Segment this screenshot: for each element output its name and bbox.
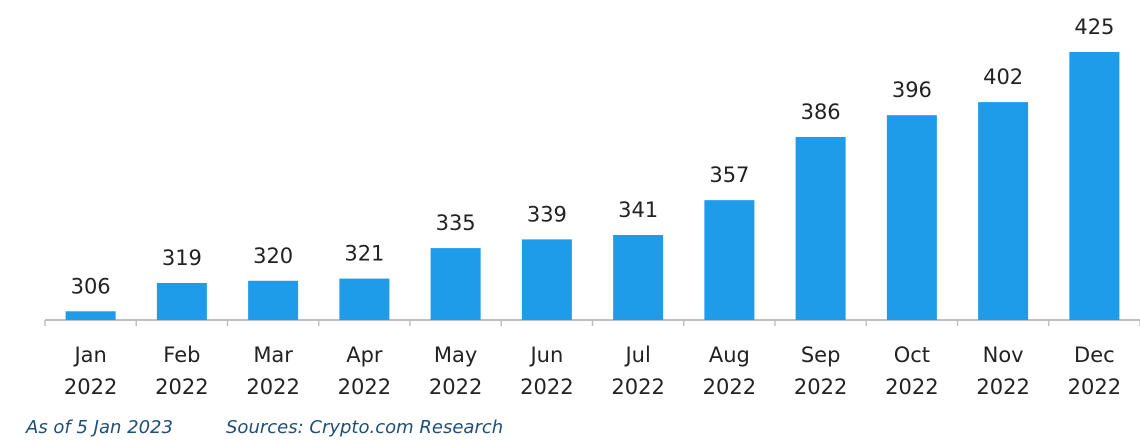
x-tick-label: Mar 2022 [246, 343, 299, 399]
data-label: 339 [527, 202, 567, 226]
x-tick-label: Jan 2022 [64, 343, 117, 399]
data-label: 357 [709, 163, 749, 187]
x-tick-label: Aug 2022 [703, 343, 756, 399]
bar [339, 278, 390, 320]
data-label: 320 [253, 244, 293, 268]
data-label: 341 [618, 198, 658, 222]
x-tick-year: 2022 [429, 375, 482, 399]
x-tick-year: 2022 [794, 375, 847, 399]
x-tick-month: Jul [623, 343, 650, 367]
x-tick-year: 2022 [1068, 375, 1121, 399]
bar [430, 248, 481, 320]
x-tick-year: 2022 [64, 375, 117, 399]
bar [248, 280, 299, 320]
bar [156, 282, 207, 320]
x-tick-year: 2022 [246, 375, 299, 399]
data-label: 319 [162, 246, 202, 270]
bar [886, 115, 937, 321]
x-tick-label: May 2022 [429, 343, 482, 399]
x-tick-year: 2022 [611, 375, 664, 399]
x-tick-month: May [434, 343, 477, 367]
x-tick-month: Jan [72, 343, 106, 367]
x-tick-year: 2022 [885, 375, 938, 399]
x-tick-label: Jul 2022 [611, 343, 664, 399]
x-tick-month: Nov [983, 343, 1024, 367]
x-tick-label: Oct 2022 [885, 343, 938, 399]
data-label: 386 [801, 100, 841, 124]
x-tick-month: Apr [346, 343, 383, 367]
data-label: 321 [344, 242, 384, 266]
x-tick-month: Feb [163, 343, 200, 367]
bar [1069, 52, 1120, 320]
x-tick-year: 2022 [703, 375, 756, 399]
x-tick-month: Oct [894, 343, 930, 367]
bar [613, 235, 664, 320]
x-tick-label: Jun 2022 [520, 343, 573, 399]
x-tick-year: 2022 [155, 375, 208, 399]
data-label: 396 [892, 78, 932, 102]
data-label: 335 [436, 211, 476, 235]
data-label: 402 [983, 65, 1023, 89]
x-tick-month: Aug [709, 343, 750, 367]
x-tick-month: Jun [528, 343, 563, 367]
x-tick-label: Dec 2022 [1068, 343, 1121, 399]
data-label: 425 [1074, 15, 1114, 39]
data-label: 306 [71, 274, 111, 298]
x-tick-month: Sep [801, 343, 841, 367]
x-tick-year: 2022 [976, 375, 1029, 399]
x-tick-month: Dec [1074, 343, 1115, 367]
x-tick-year: 2022 [338, 375, 391, 399]
bar [704, 200, 755, 320]
x-tick-year: 2022 [520, 375, 573, 399]
bar [521, 239, 572, 320]
as-of-note: As of 5 Jan 2023 [26, 417, 173, 438]
source-note: Sources: Crypto.com Research [226, 417, 504, 438]
x-tick-label: Sep 2022 [794, 343, 847, 399]
bar [795, 136, 846, 320]
x-tick-month: Mar [253, 343, 293, 367]
bar [65, 311, 116, 320]
x-tick-label: Feb 2022 [155, 343, 208, 399]
bar [978, 102, 1029, 320]
x-tick-label: Nov 2022 [976, 343, 1029, 399]
x-tick-label: Apr 2022 [338, 343, 391, 399]
